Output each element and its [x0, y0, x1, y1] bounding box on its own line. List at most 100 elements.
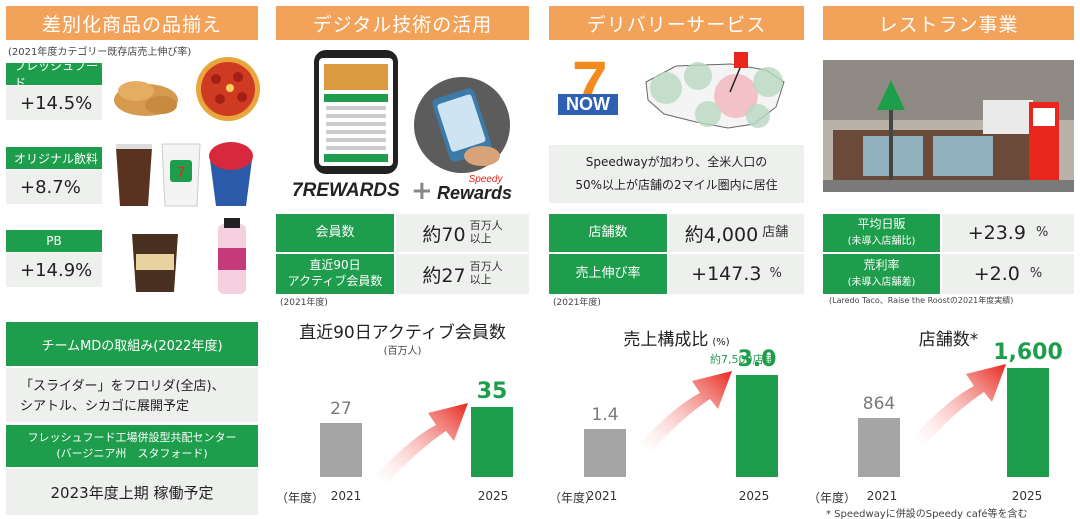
gross-margin-value: +2.0	[973, 263, 1020, 285]
team-md-text-line1: 「スライダー」をフロリダ(全店)、	[20, 379, 225, 394]
7now-logo-text: NOW	[558, 94, 618, 115]
delivery-coverage-line2: 50%以上が店舗の2マイル圏内に居住	[575, 178, 778, 192]
active-members-unit-line1: 百万人	[469, 260, 503, 274]
delivery-coverage-box: Speedwayが加わり、全米人口の 50%以上が店舗の2マイル圏内に居住	[549, 145, 804, 203]
chart1-x-2021: 2021	[330, 489, 362, 503]
members-value-cell: 約70 百万人 以上	[396, 214, 529, 252]
team-md-slider-box: 「スライダー」をフロリダ(全店)、 シアトル、シカゴに展開予定	[6, 368, 258, 422]
avg-daily-sales-label-line2: (未導入店舗比)	[847, 236, 916, 247]
gross-margin-label-line2: (未導入店舗差)	[847, 277, 916, 288]
chart3-bar-2025	[1007, 368, 1049, 477]
section-header-digital: デジタル技術の活用	[276, 6, 529, 40]
chart1-x-2025: 2025	[477, 489, 509, 503]
stores-value-cell: 約4,000 店舗	[669, 214, 804, 252]
chart3-area: 864 1,600	[823, 340, 1074, 497]
category-value-fresh-food: +14.5%	[6, 86, 102, 120]
section-header-delivery: デリバリーサービス	[549, 6, 804, 40]
avg-daily-sales-label-line1: 平均日販	[857, 217, 906, 232]
sales-growth-unit: %	[769, 265, 782, 281]
members-unit: 百万人 以上	[470, 220, 503, 245]
active-members-unit-line2: 以上	[469, 273, 492, 286]
chart3-axis-label: （年度）	[808, 491, 857, 505]
stores-label: 店舗数	[549, 214, 667, 252]
distribution-center-title: フレッシュフード工場併設型共配センター	[27, 431, 237, 445]
pb-products-image	[132, 218, 246, 294]
restaurant-store-photo	[823, 60, 1074, 192]
chart1-value-2021: 27	[330, 399, 352, 419]
chart1-bar-2025	[471, 407, 513, 477]
gross-margin-value-cell: +2.0 %	[942, 254, 1074, 294]
active-members-label-line1: 直近90日	[309, 258, 361, 273]
seven-rewards-logo-text: 7REWARDS	[292, 180, 400, 202]
speedy-rewards-logo: Speedy Rewards	[437, 174, 513, 203]
chart2-unit: (%)	[712, 337, 730, 348]
fresh-food-image	[114, 57, 260, 121]
active-members-value-cell: 約27 百万人 以上	[396, 254, 529, 294]
original-drinks-image: 7	[116, 142, 253, 207]
operation-schedule: 2023年度上期 稼働予定	[6, 469, 258, 515]
mobile-payment-image	[414, 77, 510, 173]
chart3-x-2025: 2025	[1011, 489, 1043, 503]
gross-margin-label: 荒利率 (未導入店舗差)	[823, 254, 940, 294]
chart2-area: 1.4 3.0	[549, 347, 804, 497]
members-unit-line2: 以上	[469, 232, 492, 245]
category-label-pb: PB	[6, 230, 102, 252]
active-members-label-line2: アクティブ会員数	[287, 274, 383, 288]
section-header-restaurant: レストラン事業	[823, 6, 1074, 40]
chart3-value-2025: 1,600	[993, 340, 1063, 366]
distribution-center-location: (バージニア州 スタフォード)	[56, 447, 208, 460]
sales-growth-label: 売上伸び率	[549, 254, 667, 294]
chart2-bar-2021	[584, 429, 626, 477]
team-md-text-line2: シアトル、シカゴに展開予定	[20, 398, 190, 414]
svg-text:7: 7	[177, 164, 185, 181]
chart2-x-2025: 2025	[738, 489, 770, 503]
chart1-value-2025: 35	[476, 379, 508, 404]
category-value-original-drinks: +8.7%	[6, 170, 102, 204]
active-members-label: 直近90日 アクティブ会員数	[276, 254, 394, 294]
chart2-value-2025: 3.0	[737, 347, 777, 372]
chart2-title-wrap: 売上構成比 (%)	[549, 325, 804, 350]
category-value-pb: +14.9%	[6, 253, 102, 287]
restaurant-results-note: (Laredo Taco、Raise the Roostの2021年度実績)	[829, 296, 1014, 305]
chart1-area: 27 35	[276, 352, 529, 497]
chart2-title: 売上構成比	[623, 330, 709, 350]
chart3-value-2021: 864	[862, 394, 896, 415]
chart2-axis-label: （年度）	[549, 491, 598, 505]
category-label-original-drinks: オリジナル飲料	[6, 147, 102, 169]
active-members-value: 約27	[422, 264, 466, 287]
delivery-coverage-line1: Speedwayが加わり、全米人口の	[585, 155, 768, 170]
us-delivery-map	[645, 52, 785, 129]
chart1-title: 直近90日アクティブ会員数	[299, 323, 506, 343]
members-value: 約70	[422, 223, 466, 246]
members-unit-line1: 百万人	[469, 219, 503, 233]
growth-note: (2021年度カテゴリー既存店売上伸び率)	[8, 47, 192, 58]
7now-logo: 7 NOW	[558, 52, 618, 138]
chart1-unit: (百万人)	[383, 346, 422, 357]
chart3-growth-arrow	[914, 364, 1006, 447]
plus-sign: +	[411, 176, 433, 206]
delivery-year-note: (2021年度)	[553, 298, 601, 308]
gross-margin-label-line1: 荒利率	[863, 258, 900, 273]
sales-growth-value-cell: +147.3 %	[669, 254, 804, 294]
stores-value: 約4,000	[684, 223, 759, 246]
smartphone-app-image	[314, 50, 398, 174]
chart1-axis-label: （年度）	[276, 491, 325, 505]
stores-unit: 店舗	[762, 224, 789, 240]
chart2-growth-arrow	[640, 371, 732, 453]
avg-daily-sales-unit: %	[1035, 224, 1049, 240]
distribution-center-header: フレッシュフード工場併設型共配センター (バージニア州 スタフォード)	[6, 425, 258, 467]
speedy-rewards-logo-text: Rewards	[437, 183, 513, 203]
seven-rewards-logo: 77REWARDS	[292, 180, 400, 202]
avg-daily-sales-label: 平均日販 (未導入店舗比)	[823, 214, 940, 252]
chart2-store-annotation: 約7,500店舗	[710, 353, 775, 366]
chart1-growth-arrow	[376, 403, 468, 485]
sales-growth-value: +147.3	[691, 263, 762, 285]
chart3-title: 店舗数*	[918, 330, 979, 350]
chart3-footnote: * Speedwayに併設のSpeedy café等を含む	[826, 509, 1028, 519]
chart3-bar-2021	[858, 418, 900, 477]
chart1-bar-2021	[320, 423, 362, 477]
chart2-bar-2025	[736, 375, 778, 477]
active-members-unit: 百万人 以上	[470, 261, 503, 286]
avg-daily-sales-value-cell: +23.9 %	[942, 214, 1074, 252]
category-label-fresh-food: フレッシュフード	[6, 59, 102, 90]
